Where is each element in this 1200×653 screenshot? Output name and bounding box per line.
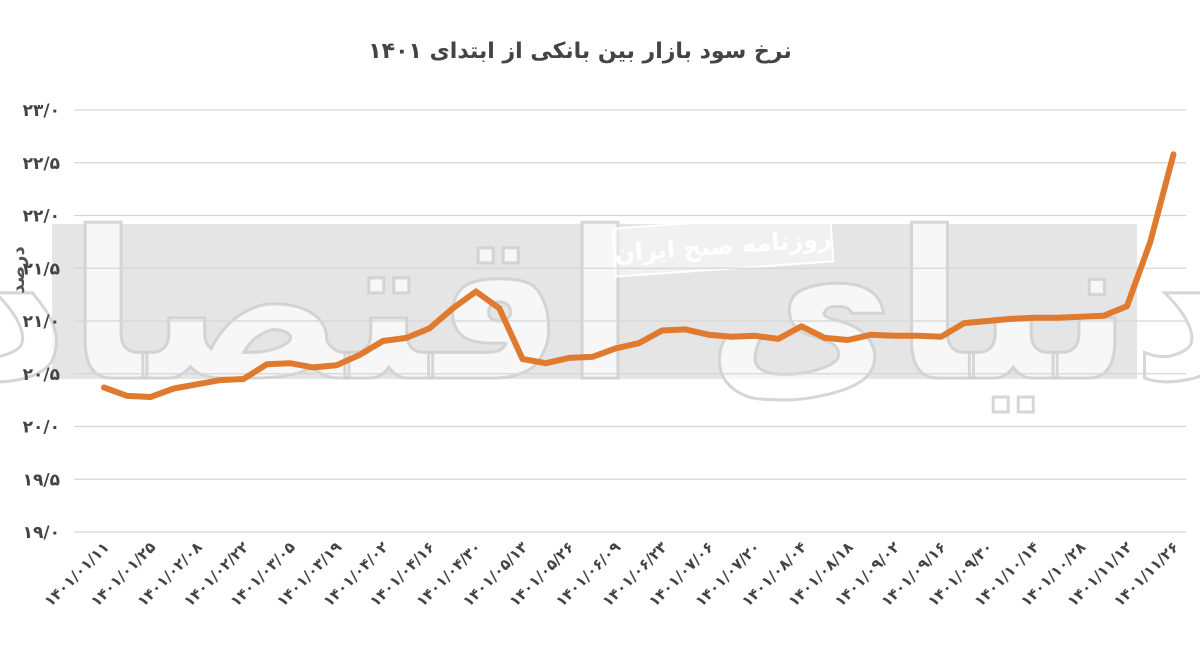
data-point — [173, 388, 174, 389]
data-point — [1010, 318, 1011, 319]
y-tick-label: ۲۱/۰ — [23, 312, 60, 332]
data-point — [871, 334, 872, 335]
chart-title: نرخ سود بازار بین بانکی از ابتدای ۱۴۰۱ — [368, 39, 792, 64]
data-point — [569, 357, 570, 358]
data-point — [499, 308, 500, 309]
data-point — [104, 387, 105, 388]
data-point — [429, 328, 430, 329]
y-tick-label: ۱۹/۰ — [23, 523, 60, 543]
gridlines — [74, 109, 1186, 533]
data-point — [1034, 317, 1035, 318]
data-point — [917, 335, 918, 336]
data-point — [266, 364, 267, 365]
y-tick-label: ۲۰/۵ — [23, 365, 60, 385]
data-point — [964, 323, 965, 324]
y-tick-label: ۲۰/۰ — [23, 418, 60, 438]
series-layer — [101, 151, 1177, 400]
data-point — [685, 329, 686, 330]
data-point — [290, 363, 291, 364]
data-point — [824, 337, 825, 338]
data-point — [452, 308, 453, 309]
data-point — [1057, 317, 1058, 318]
data-point — [592, 356, 593, 357]
data-point — [638, 343, 639, 344]
y-tick-label: ۲۱/۵ — [23, 259, 60, 279]
data-point — [848, 340, 849, 341]
y-tick-label: ۱۹/۵ — [23, 470, 60, 490]
data-point — [662, 330, 663, 331]
y-axis-ticks: ۱۹/۰ ۱۹/۵ ۲۰/۰ ۲۰/۵ ۲۱/۰ ۲۱/۵ ۲۲/۰ ۲۲/۵ ۲۳/۰ — [23, 101, 60, 543]
data-point — [545, 363, 546, 364]
data-point — [801, 326, 802, 327]
data-point — [522, 359, 523, 360]
data-point — [359, 354, 360, 355]
data-point — [336, 365, 337, 366]
data-point — [941, 336, 942, 337]
data-point — [1080, 316, 1081, 317]
series-line — [101, 151, 1177, 400]
data-point — [1127, 306, 1128, 307]
data-point — [708, 334, 709, 335]
x-axis-ticks: ۱۴۰۱/۰۱/۱۱۱۴۰۱/۰۱/۲۵۱۴۰۱/۰۲/۰۸۱۴۰۱/۰۲/۲۲… — [41, 538, 1183, 610]
y-tick-label: ۲۲/۰ — [23, 207, 60, 227]
data-point — [127, 395, 128, 396]
watermark-logo: دنیای اقتصاد — [0, 189, 1200, 427]
y-axis-label: درصد — [8, 246, 29, 293]
data-point — [220, 380, 221, 381]
data-point — [406, 337, 407, 338]
watermark-stamp: روزنامه صبح ایران — [611, 212, 835, 278]
y-tick-label: ۲۲/۵ — [23, 154, 60, 174]
data-point — [1173, 154, 1174, 155]
y-tick-label: ۲۳/۰ — [23, 101, 60, 121]
data-point — [894, 335, 895, 336]
data-point — [197, 384, 198, 385]
data-point — [1150, 241, 1151, 242]
data-point — [731, 336, 732, 337]
data-point — [313, 367, 314, 368]
data-point — [615, 348, 616, 349]
data-point — [243, 379, 244, 380]
data-point — [778, 338, 779, 339]
data-point — [383, 341, 384, 342]
data-point — [755, 335, 756, 336]
data-point — [150, 397, 151, 398]
data-point — [987, 321, 988, 322]
data-point — [476, 291, 477, 292]
data-point — [1103, 315, 1104, 316]
